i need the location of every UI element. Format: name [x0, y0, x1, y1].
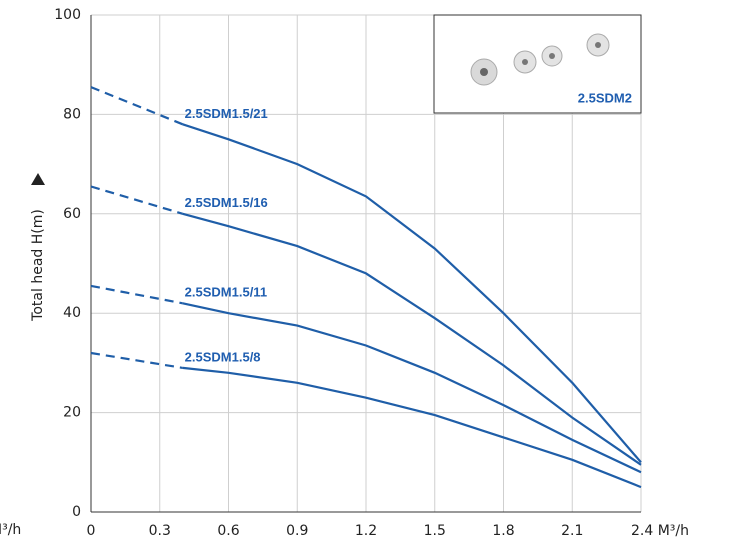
y-axis-label: Total head H(m) — [30, 209, 46, 322]
curve-label: 2.5SDM1.5/16 — [185, 195, 268, 210]
curve-extrapolated — [90, 185, 184, 215]
x-tick-label: 1.5 — [424, 523, 446, 539]
curve-extrapolated — [90, 351, 183, 369]
x-tick-label: 1.8 — [492, 523, 514, 539]
x-tick-label: 0.9 — [286, 523, 308, 539]
x-tick-label: 1.2 — [355, 523, 377, 539]
x-tick-label: 0 — [87, 523, 96, 539]
curve — [182, 212, 642, 466]
inset-label: 2.5SDM2 — [578, 90, 632, 105]
impeller-image — [470, 33, 610, 86]
curve-label: 2.5SDM1.5/21 — [185, 106, 268, 121]
y-arrow — [31, 173, 45, 185]
curve — [182, 123, 642, 464]
inset-box — [433, 14, 642, 114]
x-tick-label: 2.4 M³/h — [631, 523, 689, 539]
y-tick-label: 0 — [72, 504, 81, 520]
curve-extrapolated — [90, 86, 184, 126]
x-tick-label: 0.3 — [149, 523, 171, 539]
x-tick-label: 2.1 — [561, 523, 583, 539]
curve-label: 2.5SDM1.5/8 — [185, 349, 261, 364]
curve — [182, 366, 642, 489]
x-tick-label: 0.6 — [217, 523, 239, 539]
curve-extrapolated — [90, 284, 183, 305]
curve — [182, 302, 642, 474]
y-tick-label: 80 — [63, 106, 81, 122]
curve-label: 2.5SDM1.5/11 — [185, 285, 267, 300]
y-tick-label: 40 — [63, 305, 81, 321]
y-tick-label: 60 — [63, 206, 81, 222]
y-tick-label: 20 — [63, 405, 81, 421]
x-unit: M³/h — [0, 522, 21, 538]
y-tick-label: 100 — [54, 7, 81, 23]
